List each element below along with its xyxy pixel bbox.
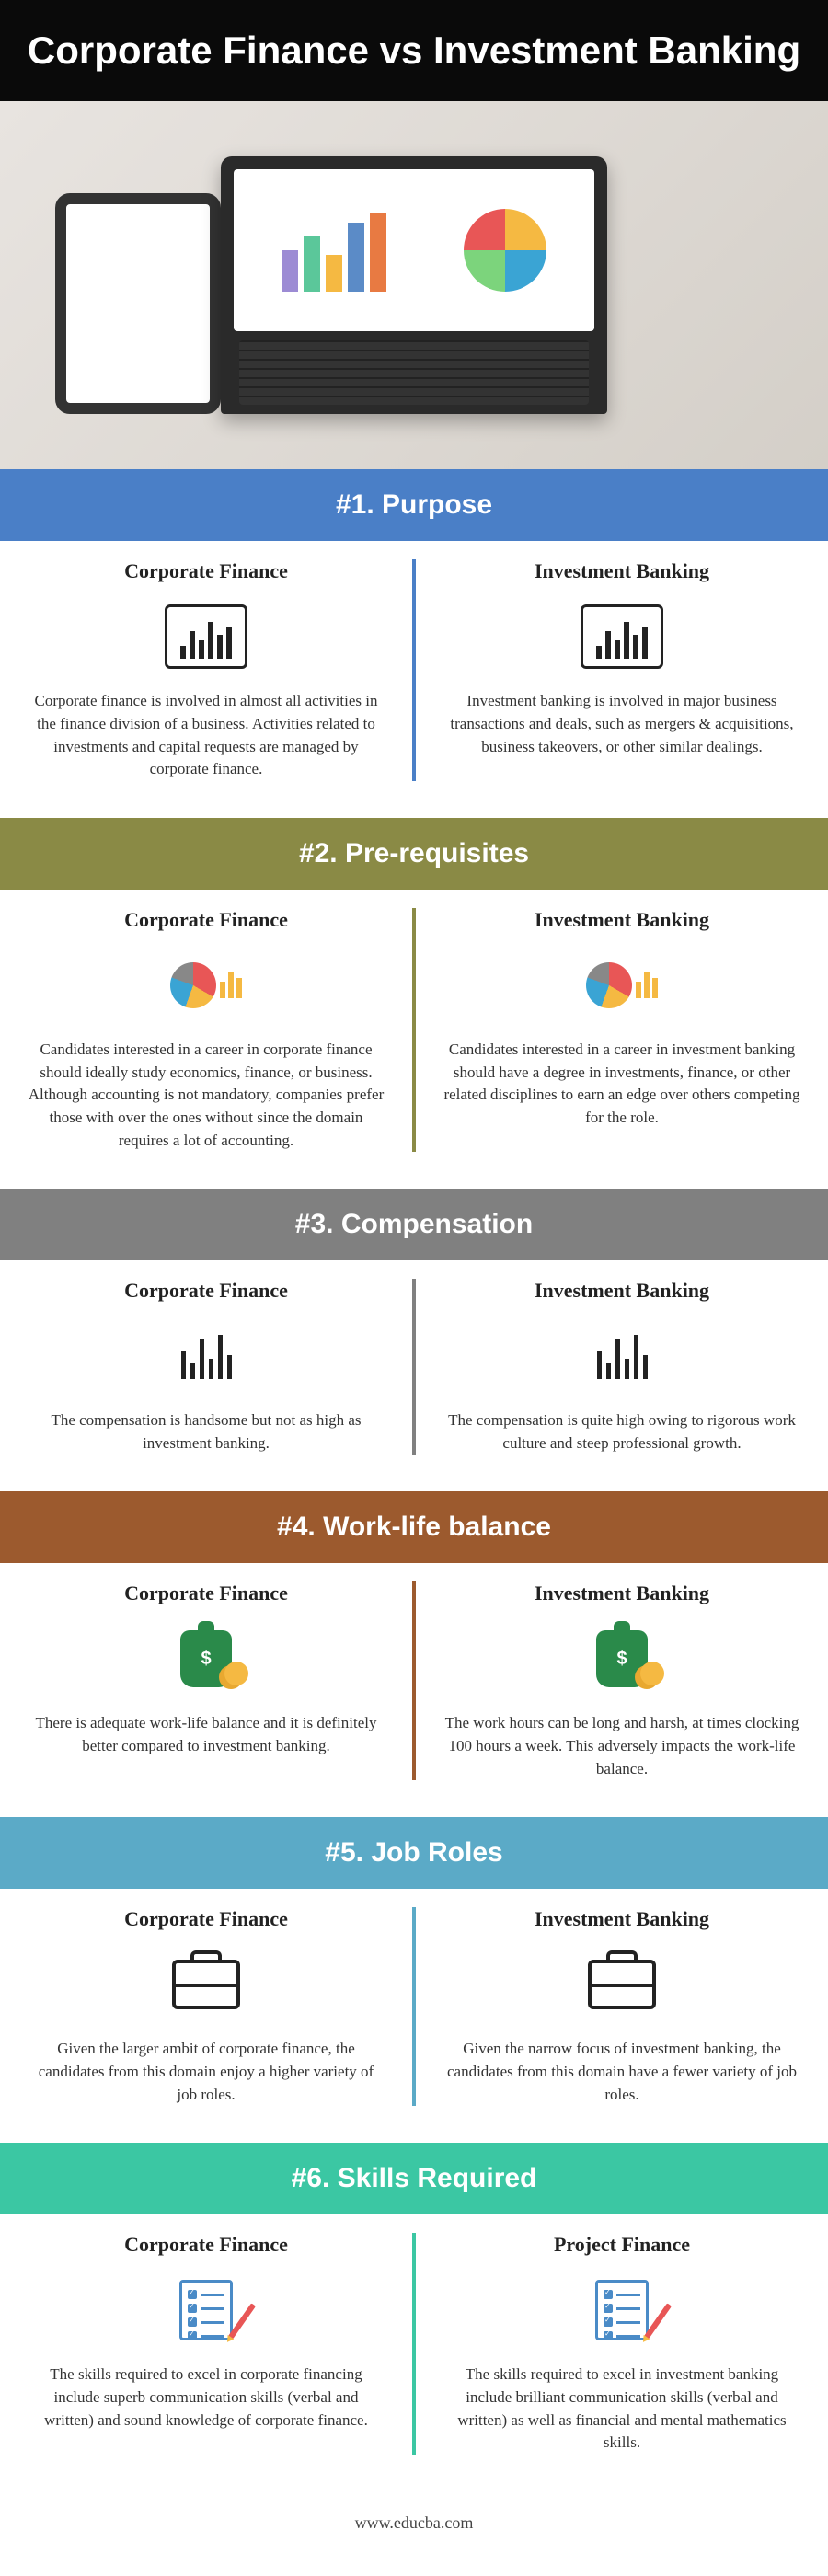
right-column: Investment Banking Given the narrow focu… <box>416 1907 828 2106</box>
hero-image <box>0 101 828 469</box>
page-title: Corporate Finance vs Investment Banking <box>18 28 810 74</box>
section-compare-1: Corporate Finance Corporate finance is i… <box>0 541 828 818</box>
right-col-text: The compensation is quite high owing to … <box>443 1409 800 1455</box>
right-col-text: Candidates interested in a career in inv… <box>443 1039 800 1130</box>
right-col-text: The work hours can be long and harsh, at… <box>443 1712 800 1780</box>
left-column: Corporate Finance The skills required to… <box>0 2233 412 2455</box>
line-bars-icon <box>597 1333 648 1379</box>
right-col-title: Investment Banking <box>443 908 800 932</box>
pie-bars-icon <box>170 962 242 1008</box>
section-header-6: #6. Skills Required <box>0 2143 828 2214</box>
money-bag-icon: $ <box>596 1630 648 1687</box>
checklist-icon <box>179 2280 233 2340</box>
section-compare-2: Corporate Finance Candidates interested … <box>0 890 828 1189</box>
right-col-title: Project Finance <box>443 2233 800 2257</box>
section-header-3: #3. Compensation <box>0 1189 828 1260</box>
right-column: Investment Banking $ The work hours can … <box>416 1581 828 1780</box>
left-col-text: The compensation is handsome but not as … <box>28 1409 385 1455</box>
section-compare-5: Corporate Finance Given the larger ambit… <box>0 1889 828 2143</box>
laptop-illustration <box>221 156 607 414</box>
briefcase-icon <box>588 1960 656 2009</box>
line-bars-icon <box>181 1333 232 1379</box>
left-col-title: Corporate Finance <box>28 559 385 583</box>
left-col-title: Corporate Finance <box>28 908 385 932</box>
left-col-title: Corporate Finance <box>28 1581 385 1605</box>
footer-url: www.educba.com <box>0 2491 828 2555</box>
right-col-text: Given the narrow focus of investment ban… <box>443 2038 800 2106</box>
right-column: Investment Banking Investment banking is… <box>416 559 828 781</box>
left-column: Corporate Finance Corporate finance is i… <box>0 559 412 781</box>
section-header-1: #1. Purpose <box>0 469 828 541</box>
left-column: Corporate Finance Given the larger ambit… <box>0 1907 412 2106</box>
right-column: Investment Banking Candidates interested… <box>416 908 828 1152</box>
right-column: Project Finance The skills required to e… <box>416 2233 828 2455</box>
left-col-text: Given the larger ambit of corporate fina… <box>28 2038 385 2106</box>
checklist-icon <box>595 2280 649 2340</box>
left-col-text: There is adequate work-life balance and … <box>28 1712 385 1757</box>
left-col-title: Corporate Finance <box>28 1279 385 1303</box>
left-column: Corporate Finance $ There is adequate wo… <box>0 1581 412 1780</box>
section-compare-4: Corporate Finance $ There is adequate wo… <box>0 1563 828 1817</box>
right-column: Investment Banking The compensation is q… <box>416 1279 828 1455</box>
left-col-text: Corporate finance is involved in almost … <box>28 690 385 781</box>
hero-pie-chart <box>464 209 546 292</box>
laptop-keyboard <box>239 340 589 405</box>
bar-chart-icon <box>165 604 247 669</box>
section-header-2: #2. Pre-requisites <box>0 818 828 890</box>
briefcase-icon <box>172 1960 240 2009</box>
hero-bar-chart <box>282 209 386 292</box>
right-col-title: Investment Banking <box>443 1279 800 1303</box>
section-compare-6: Corporate Finance The skills required to… <box>0 2214 828 2491</box>
section-compare-3: Corporate Finance The compensation is ha… <box>0 1260 828 1491</box>
right-col-title: Investment Banking <box>443 1581 800 1605</box>
section-header-4: #4. Work-life balance <box>0 1491 828 1563</box>
left-col-text: Candidates interested in a career in cor… <box>28 1039 385 1152</box>
pie-bars-icon <box>586 962 658 1008</box>
money-bag-icon: $ <box>180 1630 232 1687</box>
left-column: Corporate Finance The compensation is ha… <box>0 1279 412 1455</box>
bar-chart-icon <box>581 604 663 669</box>
left-col-title: Corporate Finance <box>28 1907 385 1931</box>
section-header-5: #5. Job Roles <box>0 1817 828 1889</box>
right-col-title: Investment Banking <box>443 559 800 583</box>
tablet-illustration <box>55 193 221 414</box>
right-col-title: Investment Banking <box>443 1907 800 1931</box>
left-column: Corporate Finance Candidates interested … <box>0 908 412 1152</box>
right-col-text: The skills required to excel in investme… <box>443 2363 800 2455</box>
right-col-text: Investment banking is involved in major … <box>443 690 800 758</box>
left-col-text: The skills required to excel in corporat… <box>28 2363 385 2432</box>
left-col-title: Corporate Finance <box>28 2233 385 2257</box>
page-header: Corporate Finance vs Investment Banking <box>0 0 828 101</box>
